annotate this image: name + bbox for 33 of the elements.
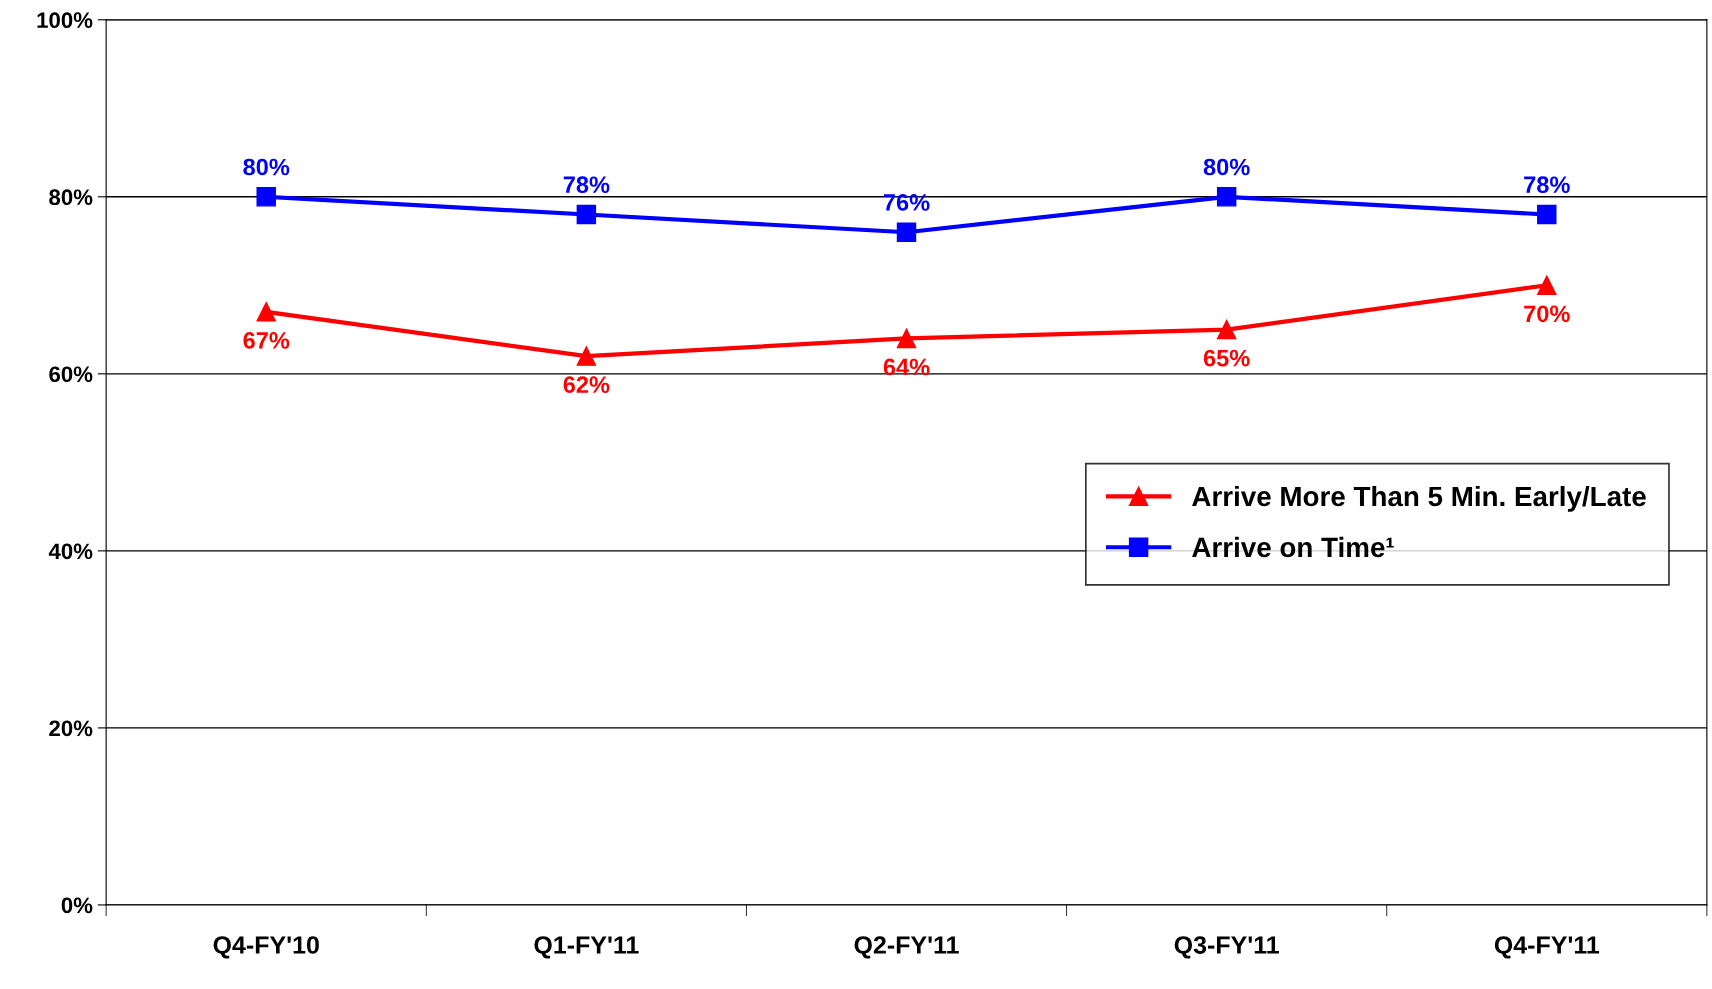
data-label: 78% [563,176,610,194]
data-label: 76% [883,194,930,211]
data-label: 67% [243,332,290,349]
point [1537,204,1557,225]
x-tick-label: Q1-FY'11 [534,936,639,959]
x-tick-label: Q4-FY'11 [1494,936,1600,959]
x-tick-label: Q2-FY'11 [854,936,959,959]
y-tick-label: 20% [49,720,93,737]
point [1537,275,1557,296]
legend-label: Arrive More Than 5 Min. Early/Late [1192,485,1646,512]
point [896,222,917,242]
data-label: 65% [1203,349,1250,367]
point [1216,187,1237,207]
data-label: 78% [1524,176,1570,194]
point [1216,319,1237,340]
y-tick-label: 40% [48,543,93,560]
y-tick-label: 100% [37,12,93,29]
data-label: 70% [1524,305,1570,323]
point [256,187,276,207]
point [576,346,597,366]
legend-label: Arrive on Time¹ [1192,536,1394,558]
data-label: 64% [883,358,930,376]
point [256,302,276,322]
point [896,328,917,349]
data-label: 80% [1203,158,1250,176]
x-tick-label: Q4-FY'10 [213,936,319,959]
y-tick-label: 60% [49,366,93,383]
y-tick-label: 0% [61,897,93,914]
point [576,204,597,225]
data-label: 62% [563,376,610,394]
data-label: 80% [243,158,290,176]
x-tick-label: Q3-FY'11 [1174,936,1279,959]
y-tick-label: 80% [49,189,93,206]
